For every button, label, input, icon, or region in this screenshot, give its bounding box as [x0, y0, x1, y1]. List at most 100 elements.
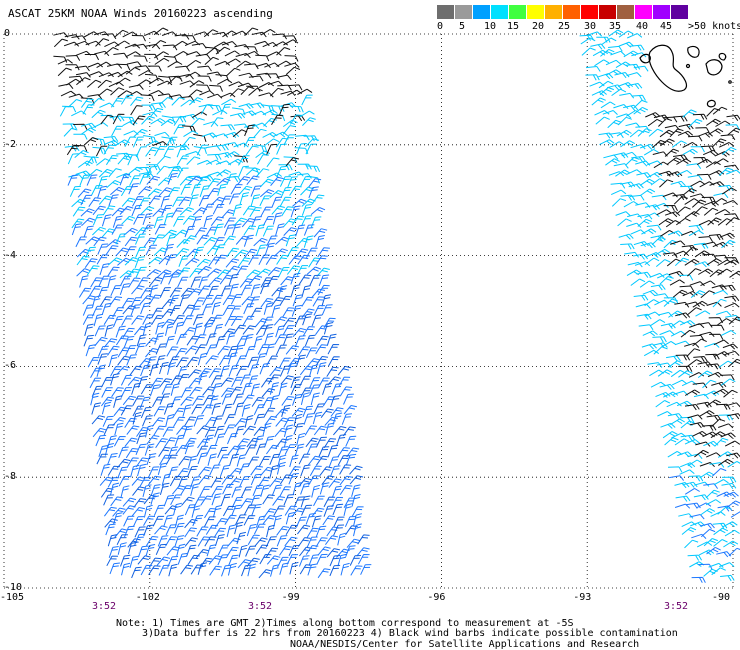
wind-barb — [188, 97, 204, 106]
wind-barb — [220, 285, 232, 297]
wind-barb — [163, 514, 174, 527]
wind-barb — [226, 247, 240, 258]
wind-barb — [659, 330, 675, 336]
wind-barb — [721, 482, 737, 490]
wind-barb — [80, 194, 92, 206]
wind-barb — [696, 502, 712, 509]
wind-barb — [169, 294, 180, 307]
wind-barb — [300, 482, 311, 495]
wind-barb — [324, 535, 338, 545]
wind-barb — [82, 304, 94, 316]
wind-barb — [675, 495, 691, 502]
wind-barb — [231, 504, 242, 517]
wind-barb — [119, 275, 132, 287]
wind-barb — [110, 373, 120, 386]
wind-barb — [279, 545, 292, 556]
wind-barb — [165, 254, 177, 266]
wind-barb — [117, 347, 130, 358]
wind-barb — [243, 504, 256, 515]
wind-barb — [639, 178, 655, 186]
wind-barb — [112, 113, 125, 125]
wind-barb — [196, 258, 211, 268]
wind-barb — [231, 223, 242, 236]
wind-barb — [116, 365, 131, 375]
wind-barb — [728, 358, 740, 367]
wind-barb — [72, 206, 86, 217]
wind-barb — [711, 418, 726, 428]
wind-barb — [271, 484, 283, 496]
wind-barb — [229, 88, 244, 97]
wind-barb — [249, 207, 262, 218]
wind-barb — [251, 503, 262, 516]
wind-barb — [199, 486, 211, 497]
wind-barb — [202, 203, 214, 215]
wind-barb — [223, 142, 239, 148]
wind-barb — [182, 136, 196, 147]
wind-barb — [729, 270, 740, 278]
wind-barb — [191, 505, 201, 518]
wind-barb — [114, 40, 130, 48]
wind-barb — [184, 225, 195, 238]
wind-barb — [273, 248, 288, 257]
wind-barb — [311, 314, 323, 327]
wind-barb — [283, 494, 295, 506]
wind-barb — [702, 379, 717, 389]
wind-barb — [148, 195, 162, 206]
wind-barb — [657, 369, 673, 377]
wind-barb — [244, 248, 258, 259]
wind-barb — [197, 536, 210, 547]
wind-barb — [306, 443, 318, 455]
map-title: ASCAT 25KM NOAA Winds 20160223 ascending — [8, 7, 273, 20]
wind-barb — [212, 204, 225, 215]
wind-barb — [180, 184, 192, 195]
wind-barb — [77, 188, 92, 198]
wind-barb — [630, 278, 646, 286]
wind-barb — [676, 217, 691, 226]
wind-barb — [99, 476, 114, 486]
wind-barb — [226, 332, 236, 345]
wind-barb — [142, 314, 154, 325]
wind-barb — [686, 163, 702, 169]
wind-barb — [203, 322, 213, 335]
wind-barb — [213, 527, 226, 538]
wind-barb — [306, 358, 320, 368]
wind-barb — [206, 333, 217, 345]
wind-barb — [217, 554, 229, 566]
wind-barb — [162, 299, 176, 309]
wind-barb — [690, 290, 706, 298]
wind-barb — [184, 345, 199, 355]
wind-barb — [107, 465, 120, 476]
wind-barb — [276, 526, 290, 536]
wind-barb — [309, 364, 319, 377]
wind-barb — [128, 183, 139, 195]
wind-barb — [211, 382, 222, 395]
wind-barb — [126, 61, 142, 67]
wind-barb — [244, 345, 256, 358]
wind-barb — [217, 544, 230, 556]
wind-barb — [658, 118, 672, 127]
wind-barb — [723, 491, 739, 498]
wind-barb — [253, 237, 268, 247]
wind-barb — [706, 363, 722, 370]
wind-barb — [182, 425, 193, 438]
wind-barb — [177, 267, 191, 278]
wind-barb — [276, 47, 291, 56]
wind-barb — [694, 261, 710, 268]
wind-barb — [191, 395, 205, 406]
wind-barb — [173, 502, 183, 516]
wind-barb — [242, 425, 256, 436]
wind-barb — [598, 80, 614, 89]
wind-barb — [107, 534, 118, 547]
wind-barb — [305, 143, 317, 155]
wind-barb — [204, 516, 216, 527]
wind-barb — [146, 164, 161, 171]
wind-barb — [285, 234, 296, 247]
wind-barb — [236, 265, 249, 276]
wind-barb — [229, 193, 240, 205]
wind-barb — [238, 544, 248, 558]
wind-barb — [191, 216, 203, 228]
wind-barb — [152, 234, 165, 245]
wind-barb — [703, 440, 719, 447]
wind-barb — [238, 103, 254, 110]
wind-barb — [226, 265, 240, 275]
